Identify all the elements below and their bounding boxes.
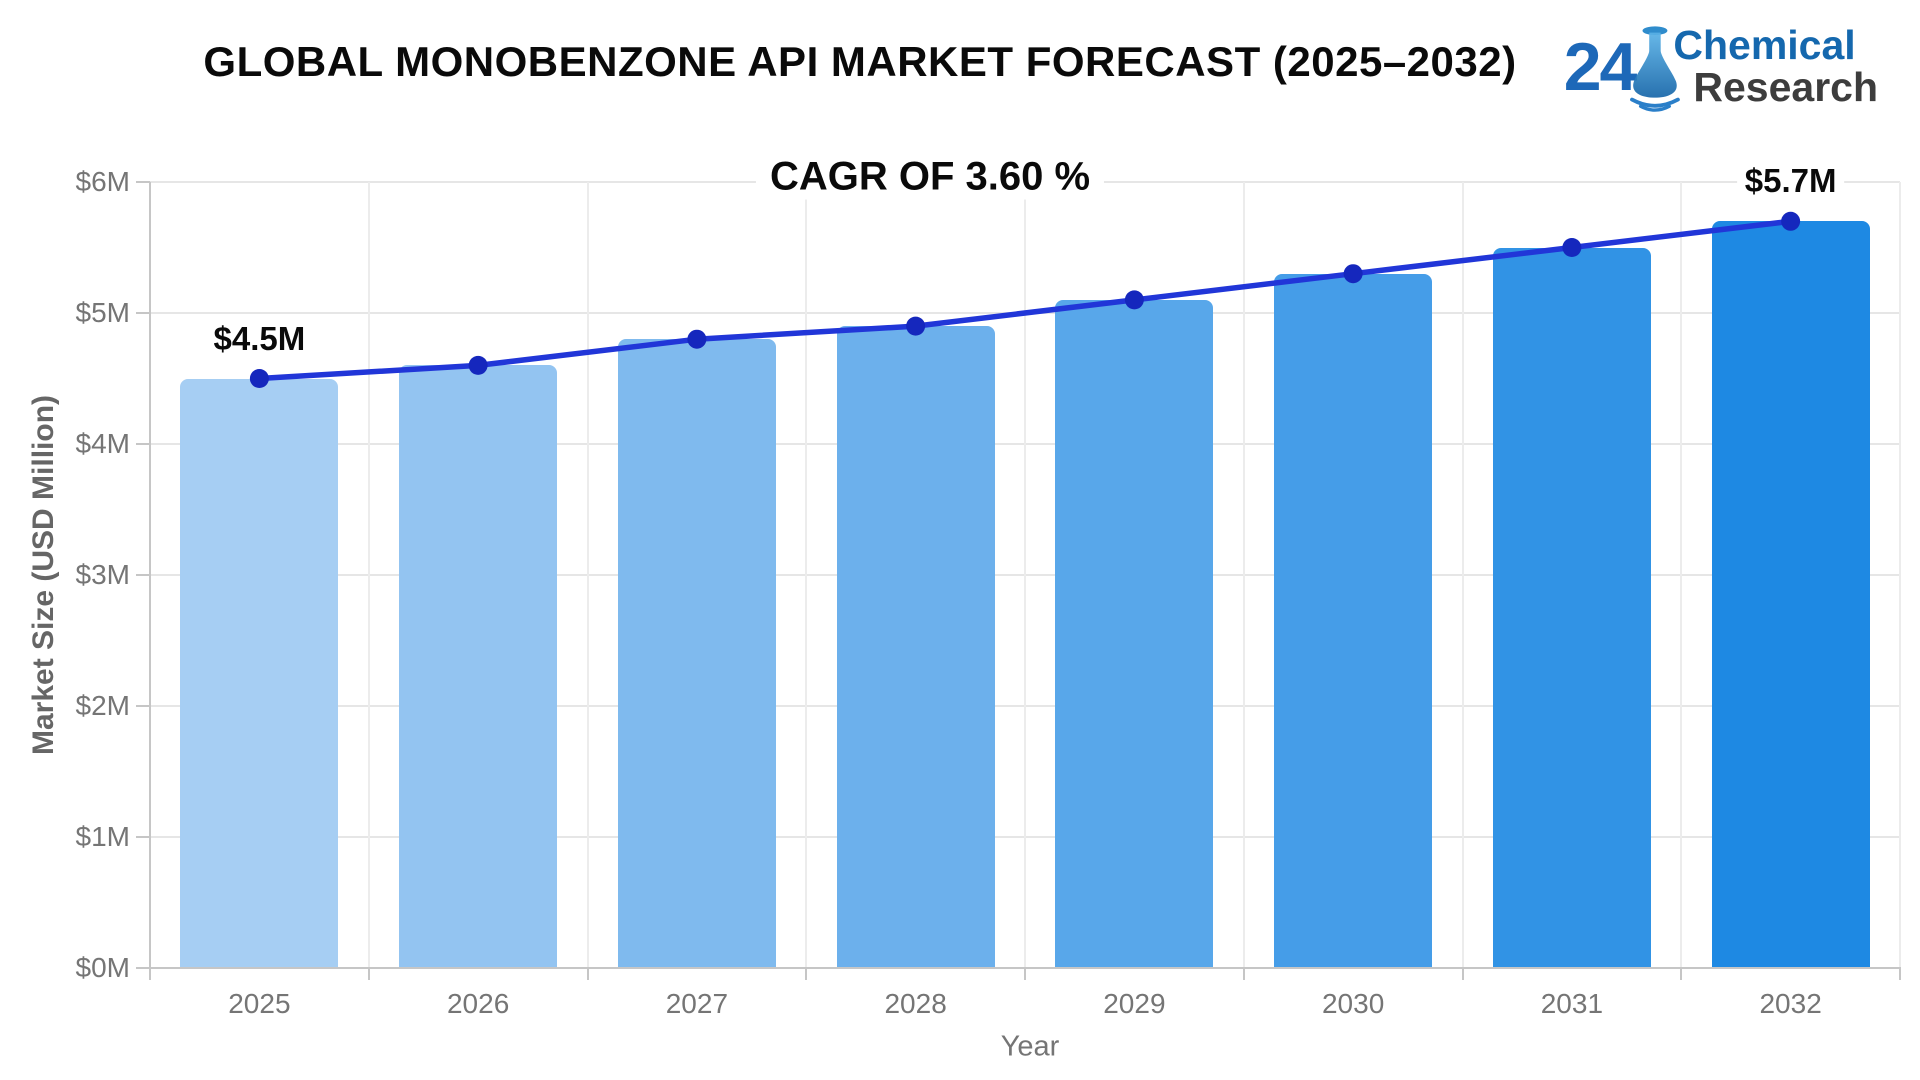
x-tick-label: 2032 <box>1759 988 1822 1019</box>
x-axis-title: Year <box>1000 1030 1060 1063</box>
gridline-v <box>1899 182 1901 968</box>
y-axis-line <box>149 182 151 968</box>
x-tick-label: 2027 <box>665 988 729 1019</box>
value-annotation-2032: $5.7M <box>1736 162 1845 201</box>
logo-chemical-text: Chemical <box>1673 21 1856 68</box>
y-tick-mark <box>136 181 150 183</box>
x-tick-label: 2030 <box>1321 988 1385 1019</box>
flask-icon <box>1625 24 1683 117</box>
x-tick-mark <box>1680 968 1683 980</box>
x-tick-mark <box>367 968 370 980</box>
gridline-v <box>1024 182 1026 968</box>
value-annotation-2025: $4.5M <box>205 319 314 358</box>
x-tick-mark <box>1024 968 1026 980</box>
y-tick-mark <box>136 574 150 576</box>
bar-2032 <box>1711 221 1870 968</box>
y-tick-label: $6M <box>75 166 130 197</box>
bar-2031 <box>1492 247 1651 968</box>
bar-2026 <box>399 365 558 968</box>
x-tick-mark <box>149 968 151 980</box>
logo-research-text: Research <box>1693 63 1878 110</box>
bar-2029 <box>1055 299 1214 968</box>
x-tick-mark <box>1461 968 1464 980</box>
y-tick-mark <box>136 312 150 314</box>
y-tick-label: $5M <box>75 297 130 328</box>
y-tick-mark <box>136 967 150 969</box>
gridline-v <box>1680 182 1683 968</box>
x-tick-label: 2031 <box>1540 988 1604 1019</box>
x-tick-mark <box>1242 968 1245 980</box>
y-tick-label: $2M <box>75 690 130 721</box>
chart-title: GLOBAL MONOBENZONE API MARKET FORECAST (… <box>203 38 1517 85</box>
x-tick-label: 2026 <box>446 988 510 1019</box>
bar-2027 <box>617 339 776 968</box>
y-tick-label: $0M <box>75 952 130 983</box>
x-tick-label: 2029 <box>1103 988 1166 1019</box>
y-tick-mark <box>136 705 150 707</box>
y-tick-mark <box>136 443 150 445</box>
bar-2025 <box>180 378 339 968</box>
cagr-subtitle: CAGR OF 3.60 % <box>755 154 1105 200</box>
gridline-v <box>586 182 589 968</box>
x-tick-label: 2028 <box>884 988 947 1019</box>
x-tick-mark <box>1899 968 1901 980</box>
bar-2030 <box>1274 273 1433 968</box>
y-tick-label: $1M <box>75 821 130 852</box>
x-tick-label: 2025 <box>228 988 291 1019</box>
bar-2028 <box>836 326 995 968</box>
x-tick-mark <box>586 968 589 980</box>
gridline-v <box>1242 182 1245 968</box>
logo-24-text: 24 <box>1563 28 1638 105</box>
logo-text: Chemical Research <box>1673 21 1878 110</box>
y-tick-label: $3M <box>75 559 130 590</box>
logo: 24 Chemical Research <box>1564 20 1878 113</box>
x-tick-mark <box>805 968 808 980</box>
x-axis-line <box>149 967 1901 969</box>
gridline-v <box>1461 182 1464 968</box>
y-tick-mark <box>136 836 150 838</box>
gridline-v <box>367 182 370 968</box>
gridline-v <box>805 182 808 968</box>
y-tick-label: $4M <box>75 428 130 459</box>
